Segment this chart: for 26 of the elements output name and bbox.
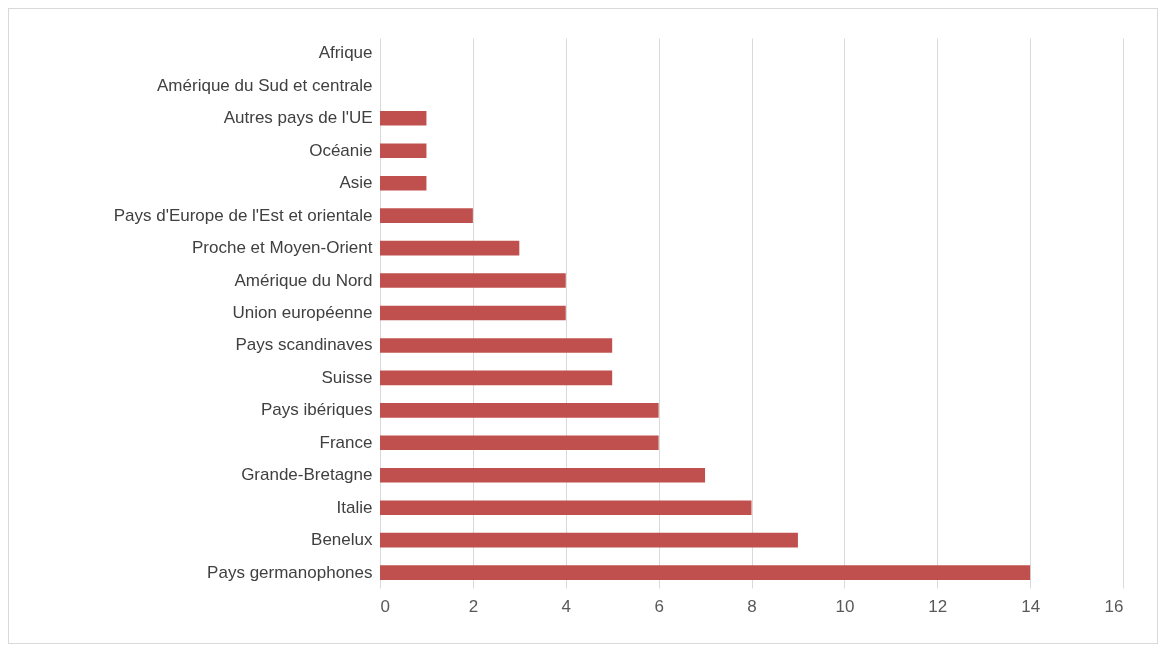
x-tick-label: 8 <box>747 596 757 616</box>
y-tick-label: Benelux <box>311 530 373 550</box>
y-tick-label: Pays scandinaves <box>235 335 373 355</box>
x-tick-label: 10 <box>835 596 855 616</box>
y-tick-label: Amérique du Nord <box>234 270 373 290</box>
y-tick-label: Proche et Moyen-Orient <box>192 238 373 258</box>
x-tick-label: 12 <box>928 596 948 616</box>
y-tick-label: France <box>319 432 373 452</box>
x-tick-label: 14 <box>1021 596 1041 616</box>
y-tick-label: Asie <box>339 173 373 193</box>
y-tick-label: Suisse <box>321 367 373 387</box>
x-tick-label: 16 <box>1104 596 1124 616</box>
y-tick-label: Grande-Bretagne <box>241 465 373 485</box>
y-tick-label: Union européenne <box>232 303 373 322</box>
x-tick-label: 6 <box>654 596 664 616</box>
y-tick-label: Pays germanophones <box>207 562 373 582</box>
y-tick-label: Océanie <box>309 140 373 160</box>
y-tick-label: Autres pays de l'UE <box>223 108 373 128</box>
x-tick-label: 0 <box>380 596 390 616</box>
y-tick-label: Pays d'Europe de l'Est et orientale <box>113 205 373 225</box>
x-tick-label: 4 <box>561 596 571 616</box>
y-tick-label: Amérique du Sud et centrale <box>157 75 373 95</box>
x-tick-label: 2 <box>468 596 479 616</box>
y-tick-label: Pays ibériques <box>260 400 373 420</box>
y-tick-label: Italie <box>336 497 373 517</box>
y-tick-label: Afrique <box>318 43 373 63</box>
